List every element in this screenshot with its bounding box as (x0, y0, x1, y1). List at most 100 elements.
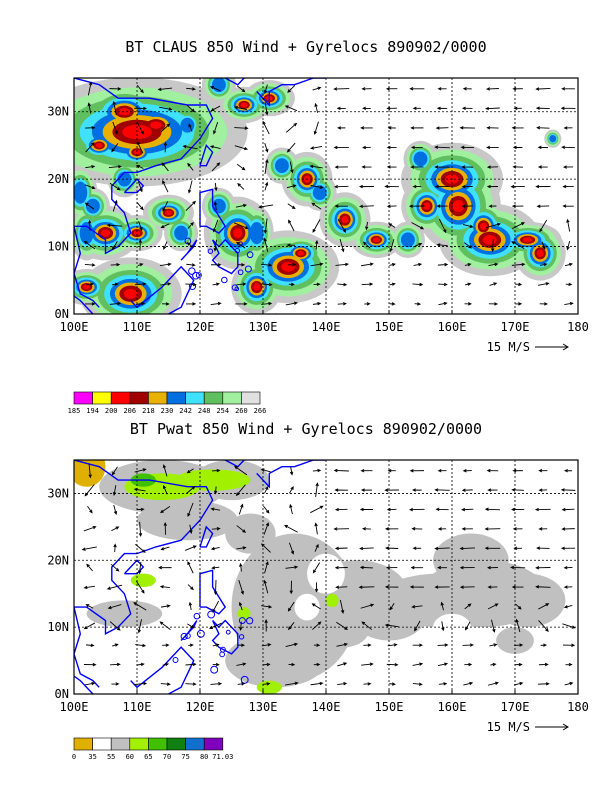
wind-vector (565, 662, 573, 667)
wind-vector (333, 527, 350, 531)
colorbar-swatch (166, 737, 186, 751)
wind-vector (361, 282, 374, 286)
vector-reference-arrow (535, 343, 569, 351)
wind-vector (210, 546, 220, 551)
wind-vector (138, 238, 142, 251)
wind-vector (314, 102, 319, 113)
wind-vector (160, 604, 171, 608)
coastline (199, 144, 214, 167)
wind-vector (563, 605, 573, 609)
wind-vector (337, 682, 348, 686)
island (207, 610, 216, 619)
wind-vector (540, 262, 548, 267)
island (195, 272, 202, 279)
wind-vector (515, 603, 522, 610)
y-tick-label: 10N (47, 620, 69, 634)
wind-vector (106, 584, 123, 590)
colorbar-swatch (222, 391, 242, 405)
wind-vector (187, 584, 194, 591)
wind-vector (86, 282, 95, 286)
wind-vector (487, 603, 499, 610)
wind-vector (535, 566, 551, 570)
wind-vector (111, 682, 120, 686)
moisture-region (319, 607, 371, 648)
map-area (74, 460, 576, 694)
wind-vector (237, 682, 246, 686)
cloud-top-region (253, 283, 261, 291)
wind-vector (362, 527, 371, 531)
wind-vector (389, 239, 395, 253)
wind-vector (359, 507, 374, 512)
wind-vector (234, 145, 249, 151)
wind-vector (412, 643, 424, 647)
colorbar-label: 55 (107, 753, 115, 761)
wind-vector (287, 263, 297, 267)
wind-vector (258, 204, 274, 209)
wind-vector (337, 126, 346, 130)
wind-vector (264, 485, 269, 494)
wind-vector (159, 262, 172, 267)
wind-vector (488, 262, 499, 267)
wind-vector (561, 527, 575, 531)
wind-vector (136, 662, 145, 667)
wind-vector (162, 484, 168, 495)
wind-vector (286, 184, 297, 189)
wind-vector (360, 262, 374, 267)
wind-vector (336, 621, 349, 630)
wind-vector (213, 201, 218, 211)
colorbar-swatch (73, 391, 93, 405)
island (225, 629, 231, 635)
x-tick-label: 110E (123, 700, 152, 714)
wind-vector (561, 87, 575, 91)
wind-vector (538, 620, 549, 632)
colorbar-label: 35 (88, 753, 96, 761)
cloud-top-region (123, 288, 138, 299)
wind-vector (212, 219, 219, 233)
moisture-region-high (174, 469, 251, 491)
colorbar-swatch (92, 737, 112, 751)
wind-vector (237, 263, 246, 267)
wind-vector (358, 585, 375, 589)
wind-vector (333, 87, 350, 91)
wind-vector (235, 203, 248, 208)
wind-vector (414, 302, 422, 306)
wind-vector (134, 468, 147, 473)
wind-vector (334, 204, 348, 208)
wind-vector (109, 621, 121, 631)
wind-vector (334, 488, 349, 492)
cloud-top-region (372, 237, 380, 243)
wind-vector (361, 165, 372, 169)
y-tick-label: 30N (47, 105, 69, 119)
colorbar-label: 266 (254, 407, 267, 415)
wind-vector (211, 162, 221, 172)
panel-2-title: BT Pwat 850 Wind + Gyrelocs 890902/0000 (129, 420, 483, 438)
wind-vector (337, 662, 348, 667)
wind-vector (313, 121, 319, 135)
wind-vector (491, 619, 496, 633)
wind-vector (409, 585, 424, 589)
x-tick-label: 120E (186, 700, 215, 714)
colorbar-label: 218 (142, 407, 155, 415)
wind-vector (438, 301, 448, 306)
wind-vector (362, 106, 371, 111)
wind-vector (264, 158, 269, 175)
wind-vector (236, 662, 247, 666)
island (234, 247, 241, 254)
wind-vector (511, 488, 524, 492)
coastline (180, 239, 198, 261)
colorbar-swatch (185, 737, 205, 751)
x-tick-label: 180 (567, 320, 589, 334)
cloud-top-region (133, 230, 141, 236)
wind-vector (289, 503, 293, 515)
wind-vector (157, 87, 173, 91)
wind-vector (434, 145, 450, 149)
wind-vector (264, 102, 269, 116)
cloud-top-region (536, 249, 544, 257)
wind-vector (384, 527, 399, 531)
wind-vector (88, 464, 92, 479)
x-tick-label: 150E (375, 700, 404, 714)
wind-vector (264, 181, 269, 191)
cloud-top-region (211, 198, 226, 214)
wind-vector (138, 221, 143, 232)
wind-vector (358, 184, 374, 189)
